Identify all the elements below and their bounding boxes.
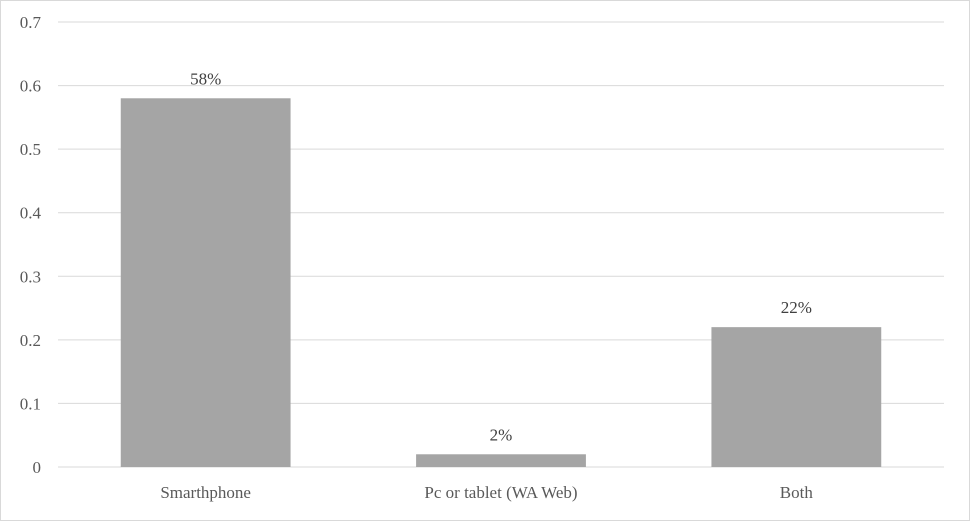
y-tick-label: 0.2 [20,331,41,350]
data-label: 58% [190,69,221,88]
category-label: Pc or tablet (WA Web) [424,483,577,502]
bar [711,327,882,467]
data-label: 22% [781,298,812,317]
category-label: Smarthphone [160,483,251,502]
y-tick-label: 0.7 [20,13,42,32]
y-tick-label: 0.4 [20,204,42,223]
y-tick-label: 0.1 [20,394,41,413]
y-tick-label: 0.6 [20,77,41,96]
y-tick-label: 0.3 [20,267,41,286]
category-label: Both [780,483,814,502]
data-label: 2% [490,425,513,444]
bar [120,98,291,468]
y-tick-label: 0 [33,458,42,477]
bar [416,454,586,467]
y-tick-label: 0.5 [20,140,41,159]
